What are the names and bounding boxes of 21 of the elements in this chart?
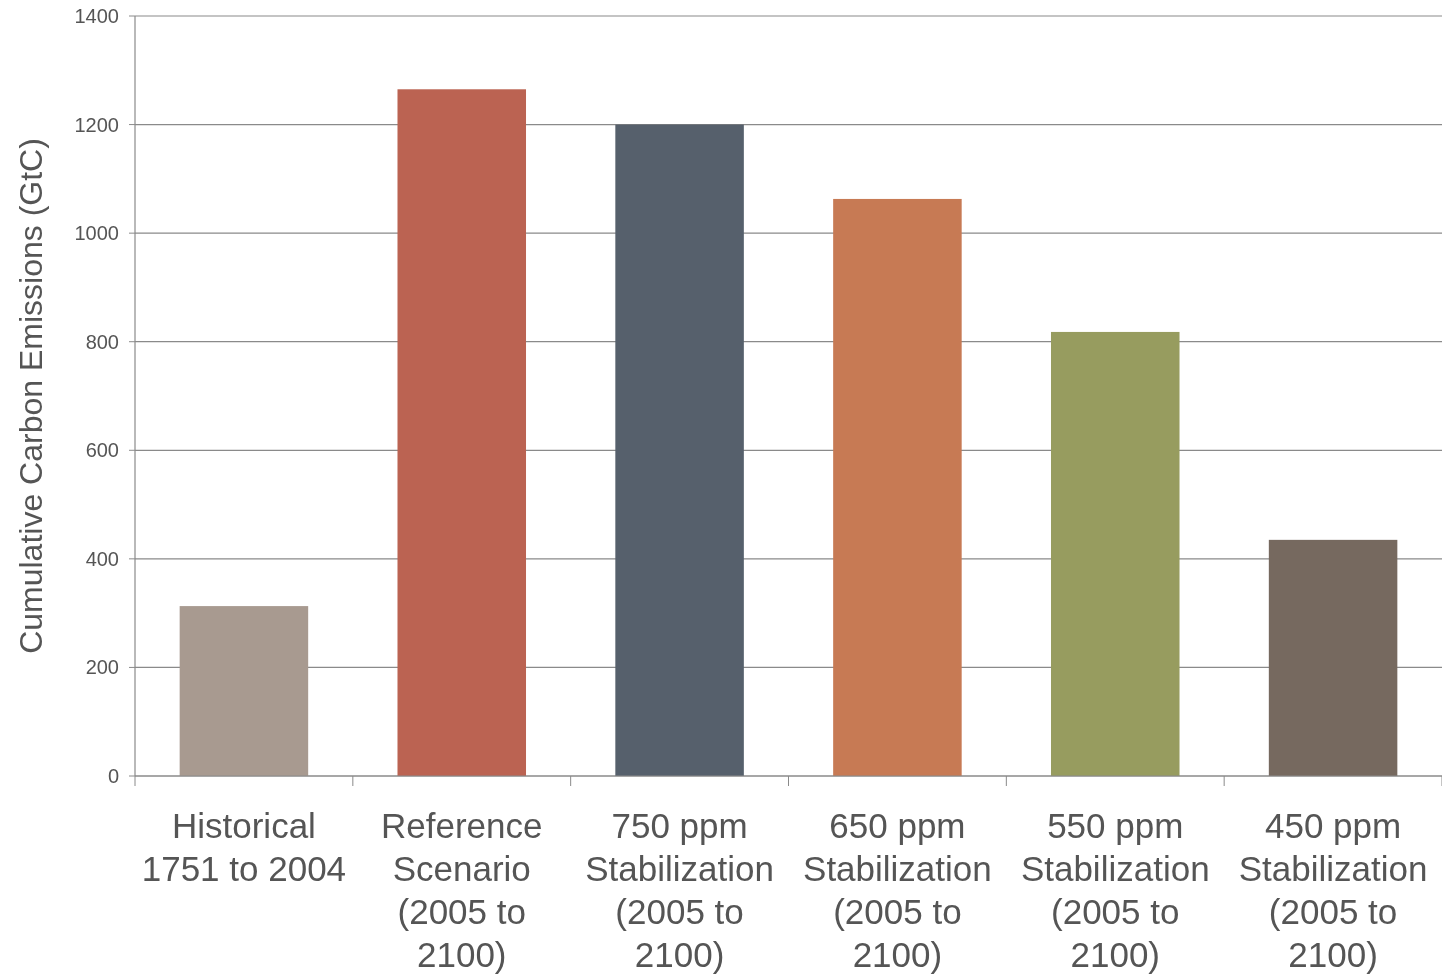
bar bbox=[615, 124, 744, 776]
y-tick-label: 400 bbox=[85, 547, 119, 570]
x-tick-label: 650 ppm Stabilization (2005 to 2100) bbox=[803, 806, 992, 974]
bar bbox=[1050, 331, 1180, 776]
y-tick-label: 1200 bbox=[74, 113, 119, 136]
bar bbox=[397, 89, 527, 776]
y-tick-label: 200 bbox=[85, 656, 119, 679]
y-tick-label: 1400 bbox=[74, 5, 119, 27]
y-tick-label: 1000 bbox=[74, 222, 119, 245]
y-tick-label: 800 bbox=[85, 330, 119, 353]
x-tick-label: 550 ppm Stabilization (2005 to 2100) bbox=[1020, 806, 1210, 974]
bar bbox=[1268, 539, 1398, 776]
y-tick-label: 0 bbox=[107, 765, 119, 787]
y-axis-title: Cumulative Carbon Emissions (GtC) bbox=[13, 138, 49, 654]
x-tick-label: Historical 1751 to 2004 bbox=[141, 806, 347, 888]
bar bbox=[833, 198, 962, 776]
y-tick-label: 600 bbox=[85, 439, 119, 462]
x-tick-label: Reference Scenario (2005 to 2100) bbox=[381, 806, 543, 974]
x-tick-label: 750 ppm Stabilization (2005 to 2100) bbox=[585, 806, 774, 974]
bar bbox=[179, 606, 309, 776]
x-tick-label: 450 ppm Stabilization (2005 to 2100) bbox=[1238, 806, 1428, 974]
